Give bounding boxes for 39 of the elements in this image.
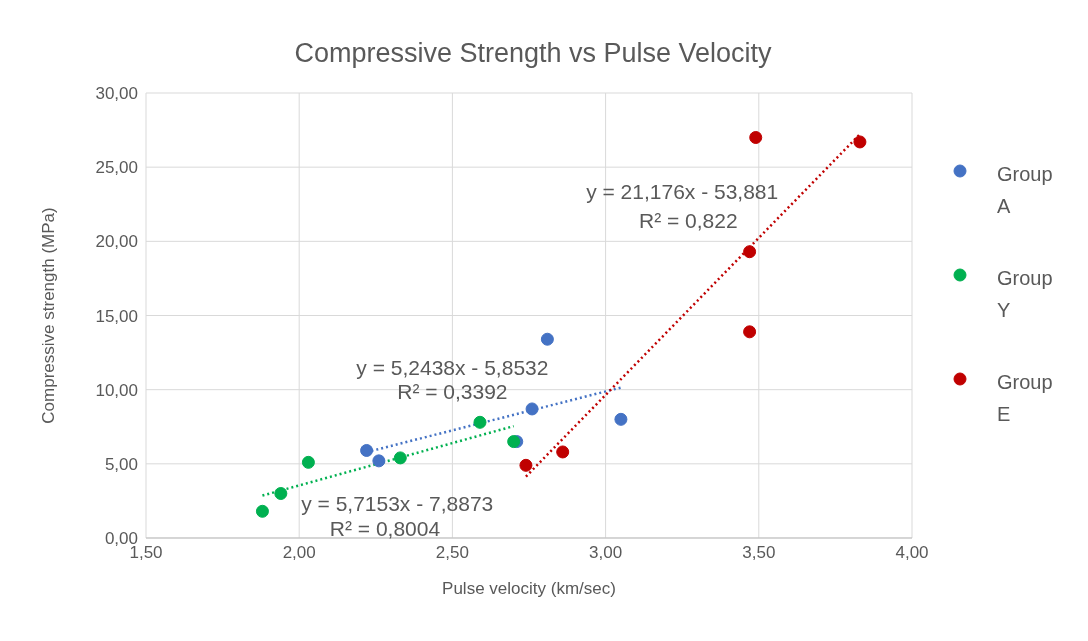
point [473, 415, 487, 429]
x-axis-title: Pulse velocity (km/sec) [442, 579, 616, 598]
point [301, 455, 315, 469]
point [743, 325, 757, 339]
y-tick-label: 5,00 [104, 454, 138, 474]
point [556, 445, 570, 459]
point [525, 402, 539, 416]
point [360, 443, 374, 457]
y-tick-label: 30,00 [95, 84, 138, 104]
annotation: y = 21,176x - 53,881 [586, 180, 779, 205]
legend-label: Group E [997, 370, 1054, 427]
point [519, 458, 533, 472]
point [255, 504, 269, 518]
point [393, 451, 407, 465]
x-tick-label: 4,00 [895, 543, 929, 563]
x-tick-label: 3,50 [742, 543, 776, 563]
annotation: y = 5,7153x - 7,8873 [301, 491, 494, 516]
annotation: y = 5,2438x - 5,8532 [356, 355, 549, 380]
x-tick-label: 3,00 [589, 543, 623, 563]
legend-label: Group A [997, 162, 1054, 219]
y-tick-label: 15,00 [95, 306, 138, 326]
point [853, 135, 867, 149]
x-tick-label: 2,00 [282, 543, 316, 563]
y-tick-label: 10,00 [95, 380, 138, 400]
point [274, 487, 288, 500]
point [372, 454, 386, 468]
annotation: R² = 0,822 [638, 208, 738, 233]
y-tick-label: 25,00 [95, 158, 138, 178]
point [540, 332, 554, 346]
y-axis-title: Compressive strength (MPa) [39, 207, 59, 424]
point [614, 412, 628, 426]
annotation: R² = 0,3392 [397, 380, 508, 405]
point [743, 245, 757, 259]
y-tick-label: 20,00 [95, 232, 138, 252]
legend-label: Group Y [997, 266, 1054, 323]
x-tick-label: 2,50 [435, 543, 469, 563]
point [749, 131, 763, 144]
chart-title: Compressive Strength vs Pulse Velocity [293, 38, 773, 69]
annotation: R² = 0,8004 [329, 517, 441, 542]
